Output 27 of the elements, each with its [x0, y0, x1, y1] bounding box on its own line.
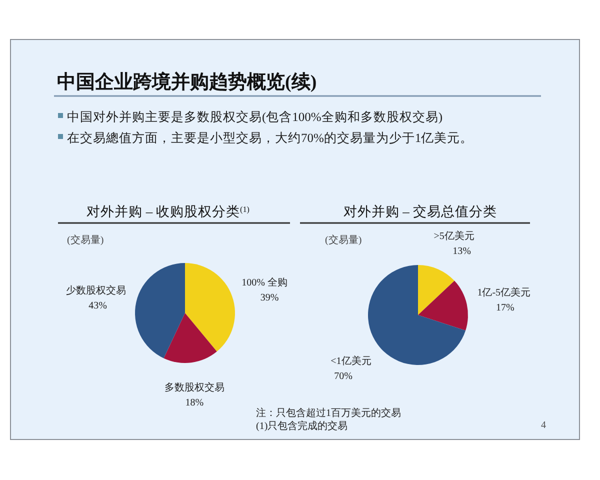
pie-slice	[185, 263, 235, 352]
text: (1)只包含完成的交易	[256, 420, 348, 432]
chart-title: 对外并购 – 收购股权分类$^{(1)}$	[86, 204, 250, 219]
data-label: 39%	[260, 292, 279, 304]
chart-subtitle: (交易量)	[67, 234, 104, 246]
slice-label: >5亿美元	[434, 230, 474, 242]
slice-label: <1亿美元	[330, 355, 372, 368]
data-label: 17%	[496, 302, 514, 314]
text: 中国对外并购主要是多数股权交易(包含100%全购和多数股权交易)	[67, 109, 442, 124]
slice-label: 100% 全购	[242, 276, 288, 288]
data-label: 18%	[185, 397, 204, 408]
slice-label: 少数股权交易	[66, 284, 126, 297]
data-label: 70%	[334, 371, 352, 382]
data-label: 43%	[88, 300, 107, 312]
text: 注：只包含超过1百万美元的交易	[256, 407, 401, 419]
slice-label: 1亿-5亿美元	[477, 286, 531, 299]
text: 4	[541, 420, 546, 431]
text: 中国企业跨境并购趋势概览(续)	[57, 71, 317, 93]
text: 在交易總值方面，主要是小型交易，大约70%的交易量为少于1亿美元。	[67, 130, 474, 145]
chart-subtitle: (交易量)	[325, 234, 362, 246]
pie-slice	[418, 265, 454, 315]
pie-slice	[418, 280, 468, 330]
slice-label: 多数股权交易	[164, 381, 224, 394]
data-label: 13%	[452, 246, 471, 257]
pie-slice	[164, 313, 217, 363]
chart-title: 对外并购 – 交易总值分类	[343, 204, 497, 219]
pie-slice	[135, 263, 185, 358]
